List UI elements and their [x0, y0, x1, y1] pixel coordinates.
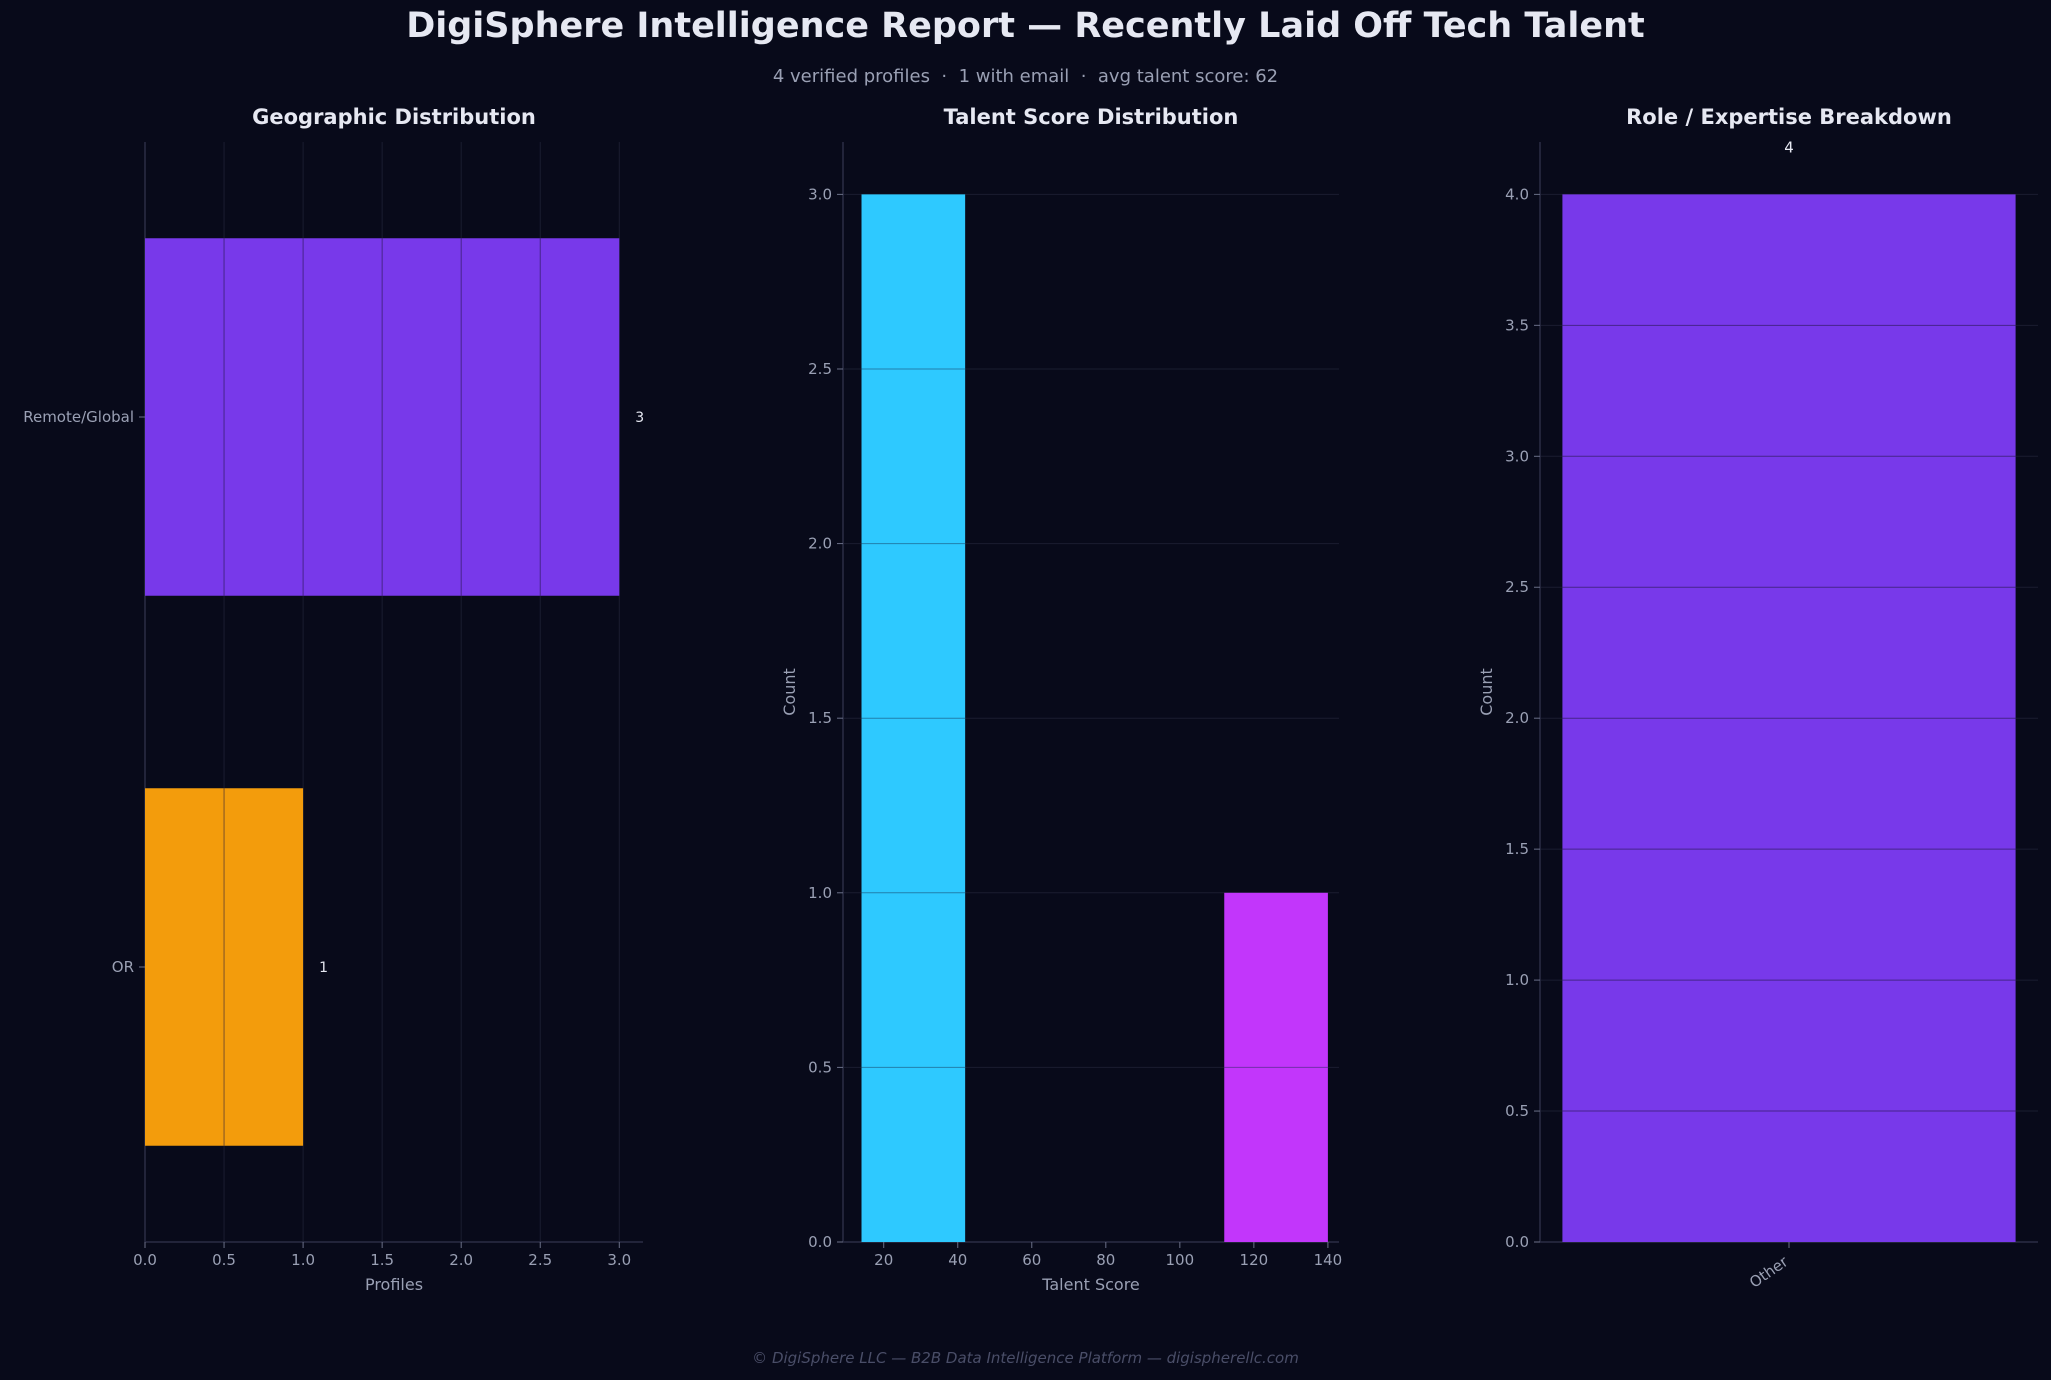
role-ytick-label-5: 2.5 — [1505, 578, 1529, 596]
role-xtick-label-0: Other — [1746, 1252, 1792, 1292]
role-data-label-0: 4 — [1784, 138, 1794, 156]
talent-bin-1 — [1224, 892, 1328, 1242]
talent-ytick-label-2: 1.0 — [808, 884, 832, 902]
talent-xtick-label-4: 100 — [1166, 1251, 1195, 1269]
talent-xtick-label-3: 80 — [1096, 1251, 1115, 1269]
report-title: DigiSphere Intelligence Report — Recentl… — [406, 6, 1645, 46]
geo-data-label-0: 3 — [635, 410, 644, 426]
talent-xaxis-label: Talent Score — [1041, 1275, 1140, 1294]
role-ytick-label-7: 3.5 — [1505, 316, 1529, 334]
geo-ytick-label-1: OR — [112, 958, 134, 976]
talent-chart-title: Talent Score Distribution — [944, 105, 1239, 129]
talent-yaxis-label: Count — [780, 668, 799, 716]
geo-xaxis-label: Profiles — [365, 1275, 423, 1294]
geo-xtick-label-2: 1.0 — [291, 1251, 315, 1269]
talent-ytick-label-1: 0.5 — [808, 1058, 832, 1076]
talent-xtick-label-1: 40 — [948, 1251, 967, 1269]
geo-xtick-label-4: 2.0 — [449, 1251, 473, 1269]
report-subtitle: 4 verified profiles · 1 with email · avg… — [772, 66, 1279, 87]
geo-xtick-label-1: 0.5 — [212, 1251, 236, 1269]
talent-ytick-label-6: 3.0 — [808, 185, 832, 203]
geo-chart-title: Geographic Distribution — [252, 105, 536, 129]
geo-xtick-label-0: 0.0 — [133, 1251, 157, 1269]
role-yaxis-label: Count — [1477, 668, 1496, 716]
talent-ytick-label-3: 1.5 — [808, 709, 832, 727]
geo-xtick-label-5: 2.5 — [528, 1251, 552, 1269]
talent-bin-0 — [861, 194, 966, 1242]
role-ytick-label-1: 0.5 — [1505, 1102, 1529, 1120]
role-ytick-label-6: 3.0 — [1505, 447, 1529, 465]
talent-ytick-label-5: 2.5 — [808, 360, 832, 378]
geo-xtick-label-6: 3.0 — [607, 1251, 631, 1269]
role-chart-title: Role / Expertise Breakdown — [1626, 105, 1952, 129]
talent-xtick-label-6: 140 — [1314, 1251, 1343, 1269]
talent-xtick-label-2: 60 — [1022, 1251, 1041, 1269]
role-ytick-label-4: 2.0 — [1505, 709, 1529, 727]
report-footer: © DigiSphere LLC — B2B Data Intelligence… — [752, 1349, 1299, 1367]
role-ytick-label-2: 1.0 — [1505, 971, 1529, 989]
role-ytick-label-3: 1.5 — [1505, 840, 1529, 858]
geo-xtick-label-3: 1.5 — [370, 1251, 394, 1269]
geo-ytick-label-0: Remote/Global — [23, 408, 134, 426]
talent-ytick-label-4: 2.0 — [808, 535, 832, 553]
role-ytick-label-8: 4.0 — [1505, 185, 1529, 203]
talent-ytick-label-0: 0.0 — [808, 1233, 832, 1251]
role-ytick-label-0: 0.0 — [1505, 1233, 1529, 1251]
talent-xtick-label-0: 20 — [874, 1251, 893, 1269]
talent-xtick-label-5: 120 — [1240, 1251, 1269, 1269]
geo-data-label-1: 1 — [319, 960, 328, 976]
